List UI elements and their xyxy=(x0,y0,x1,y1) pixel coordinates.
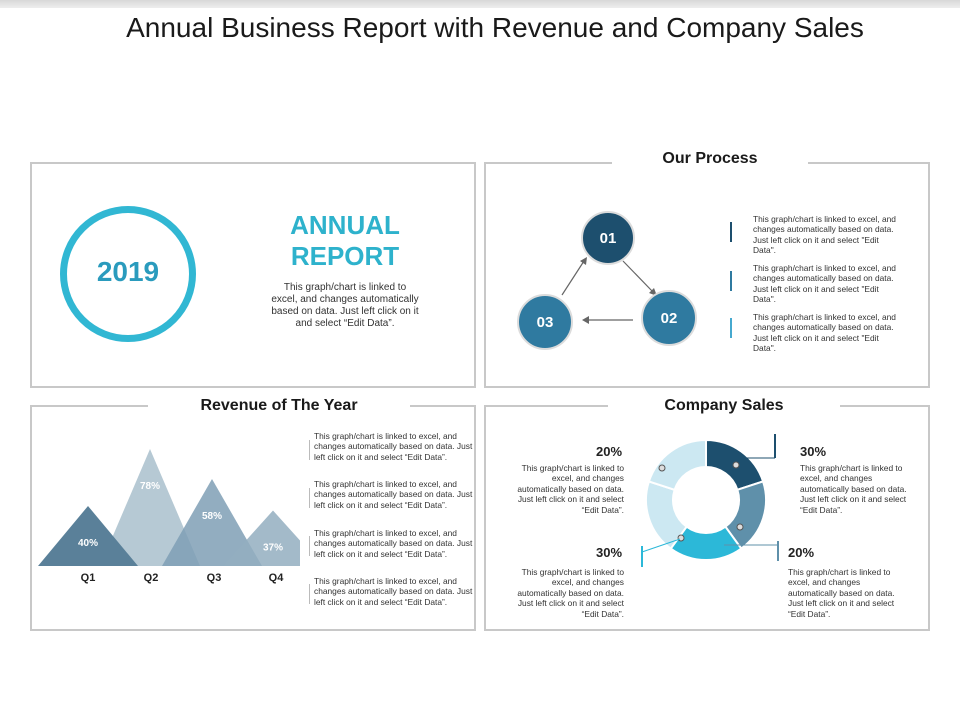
revenue-note-1: This graph/chart is linked to excel, and… xyxy=(314,431,473,462)
revenue-note-2: This graph/chart is linked to excel, and… xyxy=(314,479,473,510)
q4-label: Q4 xyxy=(268,572,284,584)
sales-callout-bottom-left-text: This graph/chart is linked to excel, and… xyxy=(517,567,624,619)
revenue-note-2-marker xyxy=(309,488,310,508)
mountain-value-q3: 58% xyxy=(202,511,222,522)
arrow-02-to-03-head xyxy=(582,316,589,324)
process-note-3-marker xyxy=(730,318,732,338)
mountain-value-q4: 37% xyxy=(263,543,283,554)
year-ring xyxy=(60,206,196,342)
sales-title: Company Sales xyxy=(608,397,840,415)
year-label: 2019 xyxy=(96,256,160,287)
annual-heading-line2: REPORT xyxy=(290,241,400,271)
q3-label: Q3 xyxy=(206,572,222,584)
callout-leaders xyxy=(641,434,779,567)
revenue-note-4: This graph/chart is linked to excel, and… xyxy=(314,576,473,607)
q2-label: Q2 xyxy=(143,572,159,584)
revenue-note-3: This graph/chart is linked to excel, and… xyxy=(314,528,473,559)
donut-slice-5 xyxy=(647,438,707,492)
revenue-panel xyxy=(30,405,476,631)
sales-callout-top-left-text: This graph/chart is linked to excel, and… xyxy=(517,463,624,515)
process-panel xyxy=(484,162,930,388)
company-sales-donut xyxy=(645,438,767,561)
revenue-note-4-marker xyxy=(309,584,310,604)
top-bar xyxy=(0,0,960,8)
process-note-2: This graph/chart is linked to excel, and… xyxy=(753,263,896,305)
sales-callout-bottom-left-pct: 30% xyxy=(596,545,623,560)
step-03-label: 03 xyxy=(536,313,554,331)
mountain-q1 xyxy=(38,506,138,566)
step-03-circle: 03 xyxy=(517,294,573,350)
donut-marker-4 xyxy=(658,464,666,472)
process-note-3: This graph/chart is linked to excel, and… xyxy=(753,312,896,354)
leader-bottom-left xyxy=(641,538,681,553)
mountain-value-q2: 78% xyxy=(140,481,160,492)
q1-label: Q1 xyxy=(80,572,96,584)
revenue-note-3-marker xyxy=(309,536,310,556)
annual-heading: ANNUAL REPORT xyxy=(250,210,440,272)
mountain-q2 xyxy=(100,449,200,566)
sales-callout-top-right-pct: 30% xyxy=(800,444,827,459)
revenue-mountain-chart: 40% 78% 58% 37% xyxy=(38,449,300,566)
mountain-q4 xyxy=(223,510,300,566)
step-02-circle: 02 xyxy=(641,290,697,346)
donut-marker-1 xyxy=(732,461,740,469)
step-01-circle: 01 xyxy=(581,211,635,265)
page-title: Annual Business Report with Revenue and … xyxy=(126,12,864,43)
sales-callout-top-right-text: This graph/chart is linked to excel, and… xyxy=(800,463,907,515)
revenue-title: Revenue of The Year xyxy=(148,397,410,415)
process-note-1: This graph/chart is linked to excel, and… xyxy=(753,214,896,256)
arrow-03-to-01-head xyxy=(580,257,587,265)
step-01-label: 01 xyxy=(599,229,617,247)
process-note-1-marker xyxy=(730,222,732,242)
annual-heading-line1: ANNUAL xyxy=(290,210,400,240)
sales-callout-bottom-right-text: This graph/chart is linked to excel, and… xyxy=(788,567,895,619)
arrow-01-to-02 xyxy=(622,260,654,293)
mountain-value-q1: 40% xyxy=(78,538,98,549)
sales-callout-bottom-right-pct: 20% xyxy=(788,545,815,560)
mountain-q3 xyxy=(162,479,262,566)
revenue-note-1-marker xyxy=(309,440,310,460)
process-note-2-marker xyxy=(730,271,732,291)
step-02-label: 02 xyxy=(660,309,678,327)
donut-marker-2 xyxy=(736,523,744,531)
process-title: Our Process xyxy=(612,150,808,168)
arrow-03-to-01 xyxy=(561,260,585,296)
annual-description: This graph/chart is linked to excel, and… xyxy=(271,282,419,329)
sales-callout-top-left-pct: 20% xyxy=(596,444,623,459)
